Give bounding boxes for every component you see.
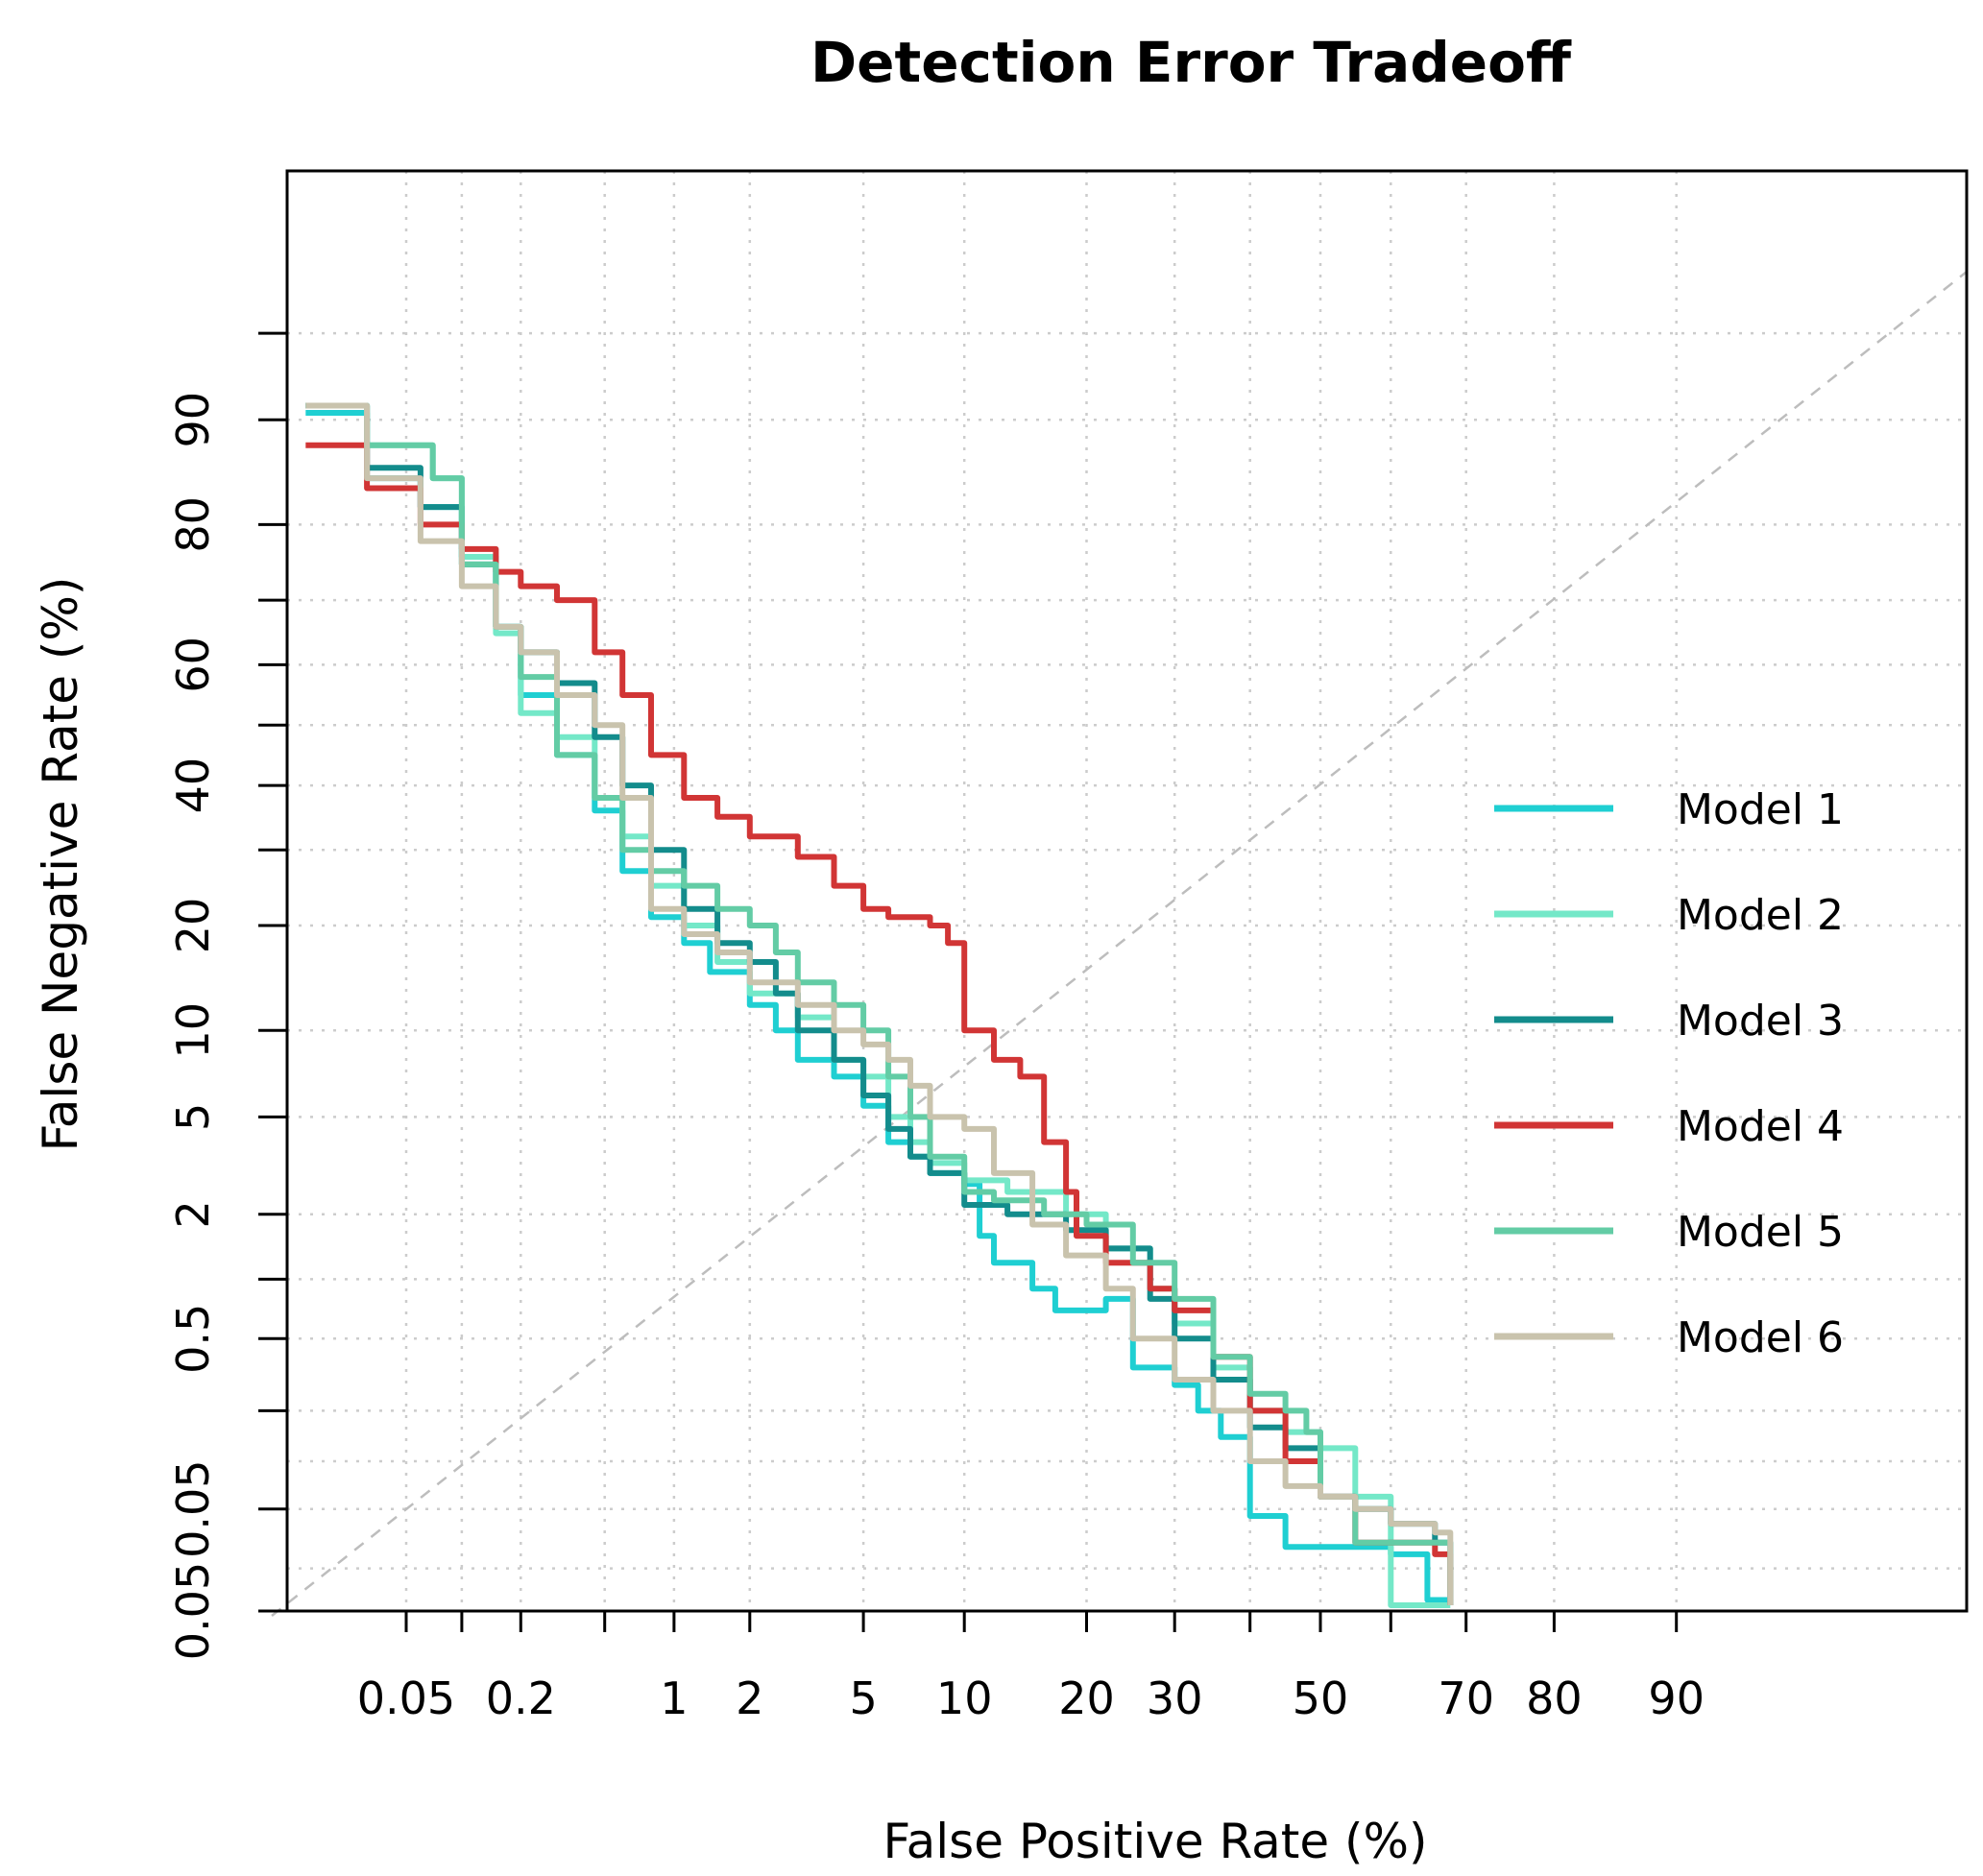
series-line-model-2 xyxy=(305,402,1451,1608)
x-axis: 0.05 0.2 1 2 5 10 20 30 50 70 80 90 xyxy=(357,1611,1705,1724)
diagonal-line xyxy=(271,271,1968,1617)
legend: Model 1 Model 2 Model 3 Model 4 Model 5 Model… xyxy=(1494,785,1844,1362)
x-tick-label: 70 xyxy=(1438,1672,1494,1724)
x-tick-label: 20 xyxy=(1058,1672,1115,1724)
x-tick-label: 5 xyxy=(849,1672,877,1724)
x-tick-label: 0.05 xyxy=(357,1672,455,1724)
y-tick-label: 2 xyxy=(167,1200,219,1228)
plot-frame xyxy=(285,169,1969,1613)
y-tick-label: 10 xyxy=(167,1002,219,1059)
legend-label: Model 6 xyxy=(1677,1313,1844,1362)
x-tick-label: 80 xyxy=(1526,1672,1583,1724)
x-tick-label: 10 xyxy=(936,1672,993,1724)
y-tick-label: 20 xyxy=(167,898,219,954)
y-tick-label: 0.05 xyxy=(167,1562,219,1660)
y-tick-label: 0.05 xyxy=(167,1459,219,1557)
x-tick-label: 30 xyxy=(1147,1672,1203,1724)
y-tick-label: 80 xyxy=(167,496,219,553)
x-tick-label: 0.2 xyxy=(486,1672,556,1724)
chart-title: Detection Error Tradeoff xyxy=(810,30,1572,95)
x-tick-label: 90 xyxy=(1648,1672,1705,1724)
series-lines xyxy=(305,402,1454,1608)
x-axis-label: False Positive Rate (%) xyxy=(883,1814,1427,1869)
y-tick-label: 5 xyxy=(167,1103,219,1131)
y-tick-label: 40 xyxy=(167,758,219,814)
y-axis: 0.050.05 0.5 2 5 10 20 40 60 80 90 xyxy=(167,331,287,1660)
y-tick-label: 60 xyxy=(167,637,219,693)
legend-label: Model 1 xyxy=(1677,785,1844,834)
legend-label: Model 4 xyxy=(1677,1102,1844,1151)
series-line-model-5 xyxy=(305,402,1454,1605)
x-tick-label: 2 xyxy=(736,1672,763,1724)
y-axis-label: False Negative Rate (%) xyxy=(33,577,88,1152)
y-tick-label: 0.5 xyxy=(167,1304,219,1374)
legend-label: Model 5 xyxy=(1677,1208,1844,1257)
x-tick-label: 1 xyxy=(660,1672,688,1724)
legend-label: Model 2 xyxy=(1677,891,1844,940)
x-tick-label: 50 xyxy=(1293,1672,1349,1724)
series-line-model-6 xyxy=(305,402,1454,1605)
y-tick-label: 90 xyxy=(167,392,219,448)
legend-label: Model 3 xyxy=(1677,997,1844,1046)
